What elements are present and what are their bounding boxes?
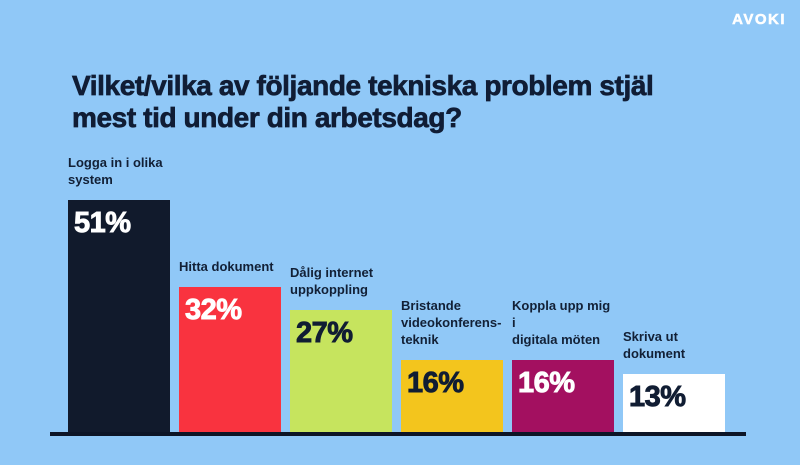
- bar-value: 16%: [518, 367, 576, 400]
- bar-group-videokonferens: Bristande videokonferens- teknik 16%: [401, 297, 503, 433]
- bar-columns: Logga in i olika system 51% Hitta dokume…: [68, 154, 725, 433]
- bar-group-koppla-upp: Koppla upp mig i digitala möten 16%: [512, 297, 614, 433]
- bar-value: 27%: [296, 317, 354, 350]
- bar: 51%: [68, 200, 170, 433]
- bar-label: Skriva ut dokument: [623, 328, 686, 361]
- bar: 16%: [401, 360, 503, 433]
- bar-group-dalig-internet: Dålig internet uppkoppling 27%: [290, 264, 392, 433]
- bar-label: Koppla upp mig i digitala möten: [512, 297, 611, 347]
- x-axis-line: [50, 432, 746, 436]
- page-title: Vilket/vilka av följande tekniska proble…: [72, 70, 654, 134]
- bar-value: 51%: [74, 207, 132, 240]
- bar-label: Hitta dokument: [179, 258, 274, 274]
- bar-value: 32%: [185, 294, 243, 327]
- bar-value: 16%: [407, 367, 465, 400]
- bar: 27%: [290, 310, 392, 433]
- bar-label: Dålig internet uppkoppling: [290, 264, 374, 297]
- brand-logo: AVOKI: [732, 11, 786, 29]
- bar-group-hitta-dokument: Hitta dokument 32%: [179, 258, 281, 433]
- bar-group-logga-in: Logga in i olika system 51%: [68, 154, 170, 433]
- bar-label: Logga in i olika system: [68, 154, 163, 187]
- bar-label: Bristande videokonferens- teknik: [401, 297, 502, 347]
- bar: 16%: [512, 360, 614, 433]
- bar: 13%: [623, 374, 725, 433]
- bar: 32%: [179, 287, 281, 433]
- bar-value: 13%: [629, 381, 687, 414]
- bar-group-skriva-ut: Skriva ut dokument 13%: [623, 328, 725, 433]
